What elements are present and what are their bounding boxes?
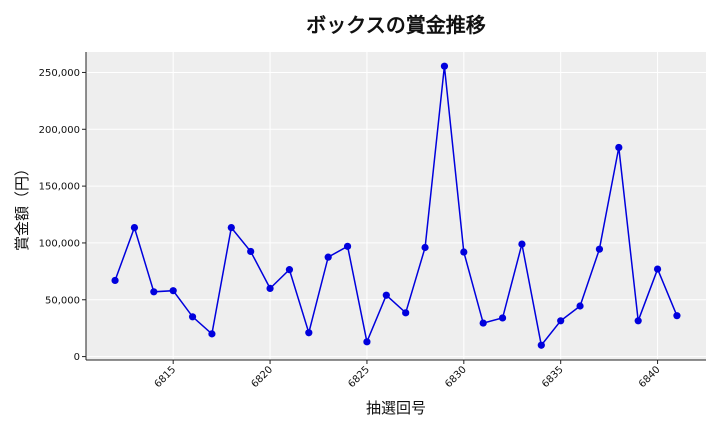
data-point bbox=[421, 243, 429, 252]
data-point bbox=[382, 291, 390, 299]
data-point bbox=[557, 317, 565, 325]
data-point bbox=[498, 314, 507, 322]
data-point bbox=[634, 317, 642, 325]
data-point bbox=[188, 313, 197, 321]
data-point bbox=[518, 240, 526, 248]
series bbox=[111, 62, 681, 349]
data-point bbox=[440, 62, 449, 70]
data-point bbox=[615, 143, 623, 152]
data-point bbox=[343, 242, 352, 250]
x-tick-label: 6840 bbox=[637, 364, 663, 390]
data-point bbox=[324, 253, 332, 261]
x-tick-label: 6830 bbox=[443, 364, 469, 390]
x-axis-label: 抽選回号 bbox=[366, 399, 426, 417]
y-tick-label: 0 bbox=[74, 352, 80, 363]
data-point bbox=[285, 266, 294, 274]
data-point bbox=[402, 309, 410, 317]
data-point bbox=[266, 284, 274, 292]
data-point bbox=[363, 338, 371, 346]
data-point bbox=[595, 245, 604, 253]
data-point bbox=[537, 341, 545, 349]
data-point bbox=[208, 330, 216, 338]
data-point bbox=[305, 329, 313, 337]
data-point bbox=[169, 287, 177, 295]
data-point bbox=[111, 276, 119, 285]
y-tick-label: 100,000 bbox=[39, 238, 80, 249]
x-tick-label: 6820 bbox=[249, 364, 275, 390]
x-tick-label: 6815 bbox=[153, 364, 179, 390]
data-point bbox=[130, 223, 139, 232]
data-point bbox=[673, 312, 681, 320]
data-point bbox=[247, 247, 255, 256]
data-point bbox=[479, 319, 487, 327]
data-point bbox=[150, 288, 158, 296]
y-tick-label: 250,000 bbox=[39, 68, 80, 79]
y-tick-label: 150,000 bbox=[39, 182, 80, 193]
data-point bbox=[227, 223, 235, 232]
data-point bbox=[653, 265, 662, 273]
y-axis-label: 賞金額（円） bbox=[13, 161, 31, 251]
chart-title: ボックスの賞金推移 bbox=[306, 13, 485, 37]
series-line bbox=[114, 66, 678, 347]
y-tick-label: 200,000 bbox=[39, 125, 80, 136]
grid bbox=[86, 52, 706, 360]
data-point bbox=[460, 248, 468, 256]
x-tick-label: 6835 bbox=[540, 364, 566, 390]
x-tick-label: 6825 bbox=[346, 364, 372, 390]
y-tick-label: 50,000 bbox=[45, 295, 80, 306]
plot-background bbox=[86, 52, 706, 360]
data-point bbox=[576, 302, 584, 310]
